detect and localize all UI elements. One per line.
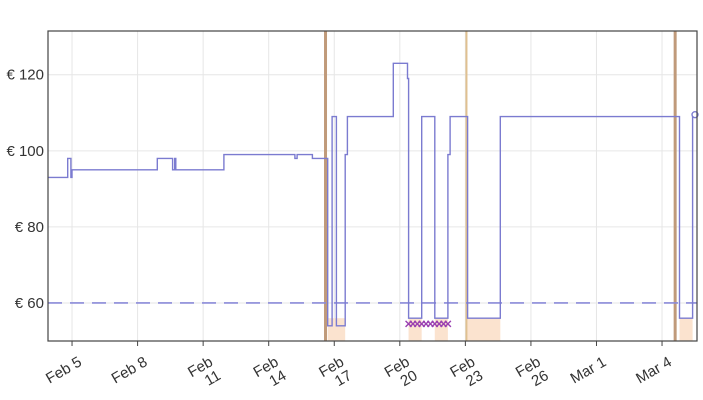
y-axis-ticks: € 60 € 80 € 100 € 120 [6,67,44,312]
event-lines [324,31,677,341]
price-series [48,62,699,327]
x-tick-label: Feb 5 [43,353,85,387]
x-tick-label: Feb17 [316,353,355,394]
x-tick-label-line: 17 [332,367,355,390]
shaded-interval [434,318,448,341]
x-tick-label-line: 11 [202,367,224,390]
x-tick-label: Feb14 [251,353,290,394]
x-tick-label-line: Feb 8 [109,353,151,387]
x-tick-label: Feb11 [185,353,224,394]
plot-frame [47,30,698,342]
x-tick-label-line: 14 [266,367,289,390]
y-tick-label: € 100 [6,143,44,160]
x-tick-label: Feb 8 [109,353,151,387]
x-tick-label: Feb23 [447,353,486,394]
shaded-interval [679,318,693,341]
y-tick-label: € 80 [15,219,44,236]
x-tick-label-line: 20 [397,367,420,390]
shaded-interval [408,318,422,341]
grid [48,31,697,341]
x-tick-label-line: Mar 1 [568,353,610,387]
x-tick-label-line: 26 [529,367,552,390]
x-markers [405,320,452,328]
shaded-intervals [327,318,693,341]
x-tick-label: Mar 1 [568,353,610,387]
x-tick-label-line: Feb 5 [43,353,85,387]
x-tick-label: Mar 4 [633,353,675,387]
y-tick-label: € 60 [15,295,44,312]
x-marker [444,320,452,328]
x-tick-label: Feb20 [382,353,421,394]
x-axis-ticks: Feb 5 Feb 8 Feb11 Feb14 Feb17 Feb20 Feb23 Feb26… [43,341,675,394]
price-line [48,62,697,327]
y-tick-label: € 120 [6,67,44,84]
x-tick-label: Feb26 [513,353,552,394]
x-tick-label-line: 23 [463,367,486,390]
shaded-interval [467,318,501,341]
x-tick-label-line: Mar 4 [633,353,675,387]
